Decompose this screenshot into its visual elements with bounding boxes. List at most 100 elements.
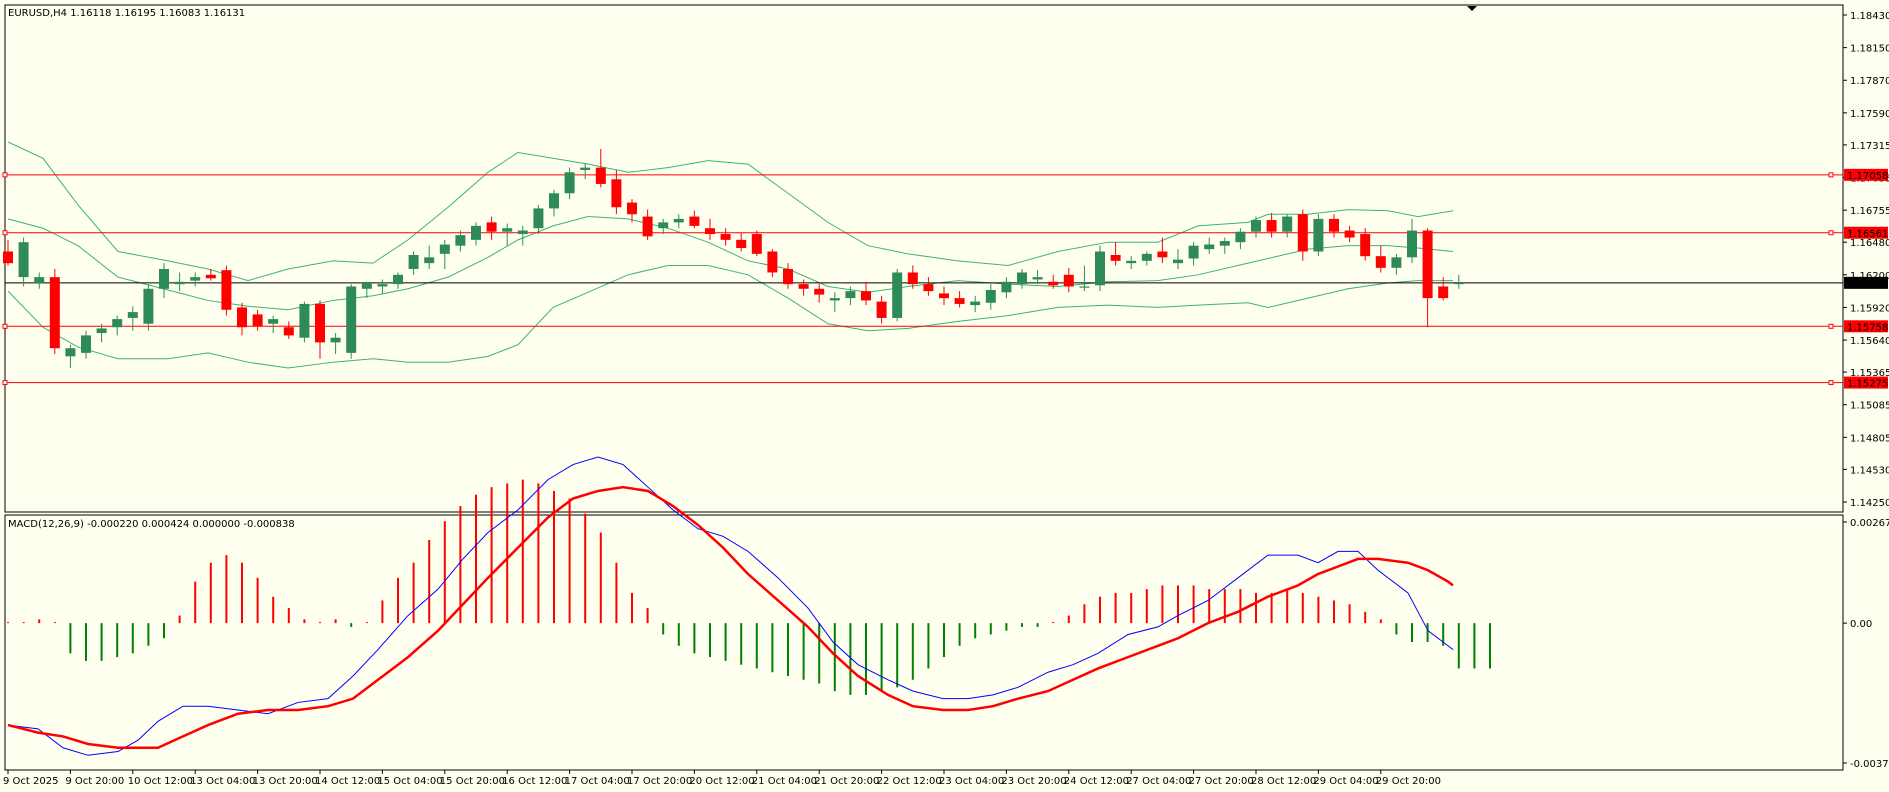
level-handle-right[interactable]	[1828, 380, 1834, 386]
price-axis-label: 1.14250	[1850, 498, 1889, 509]
candle-body	[221, 270, 232, 310]
candle-body	[1391, 257, 1402, 268]
time-axis-label: 10 Oct 12:00	[128, 776, 193, 787]
candle-body	[564, 172, 575, 194]
candle-body	[346, 286, 357, 353]
candle-body	[627, 202, 637, 215]
candle-body	[127, 312, 138, 318]
candle-body	[1157, 251, 1168, 258]
candle-body	[892, 272, 903, 318]
candle-body	[3, 251, 13, 264]
level-handle-left[interactable]	[2, 172, 8, 178]
chart-shift-marker-icon[interactable]	[1467, 6, 1477, 11]
time-axis-label: 13 Oct 20:00	[253, 776, 318, 787]
candle-body	[642, 216, 653, 237]
candle-body	[330, 337, 341, 343]
candle-body	[1063, 274, 1074, 287]
candle-body	[1032, 277, 1043, 280]
candle-body	[439, 244, 450, 254]
candle-body	[159, 268, 169, 289]
price-axis-label: 1.14805	[1850, 433, 1889, 444]
level-price-label: 1.15275	[1847, 379, 1888, 390]
candle-body	[65, 348, 76, 357]
candle-body	[1344, 230, 1355, 238]
candle-body	[1297, 214, 1308, 252]
candle-body	[502, 228, 513, 232]
candle-body	[673, 218, 684, 223]
time-axis-label: 16 Oct 12:00	[502, 776, 567, 787]
bollinger-middle-line	[7, 216, 1454, 311]
candle-body	[190, 277, 201, 281]
candle-body	[252, 314, 263, 327]
time-axis-label: 20 Oct 12:00	[689, 776, 754, 787]
candle-body	[1188, 245, 1199, 259]
symbol-header: EURUSD,H4 1.16118 1.16195 1.16083 1.1613…	[8, 8, 245, 19]
candle-body	[283, 327, 294, 336]
candle-body	[1266, 220, 1277, 232]
level-price-tag	[1844, 168, 1888, 181]
candle-body	[1251, 220, 1261, 232]
time-axis-label: 9 Oct 20:00	[65, 776, 124, 787]
candle-body	[907, 272, 918, 285]
candle-body	[1001, 281, 1012, 293]
candle-body	[954, 298, 965, 304]
time-axis-label: 23 Oct 04:00	[939, 776, 1004, 787]
candle-body	[315, 303, 325, 343]
time-axis-label: 23 Oct 20:00	[1001, 776, 1066, 787]
candle-body	[143, 288, 154, 324]
candle-body	[1173, 259, 1183, 264]
time-axis-label: 27 Oct 04:00	[1126, 776, 1191, 787]
candle-body	[1095, 251, 1105, 286]
time-axis-label: 28 Oct 12:00	[1251, 776, 1316, 787]
candle-body	[1375, 256, 1386, 268]
level-handle-right[interactable]	[1828, 323, 1834, 329]
macd-axis-label: 0.00	[1850, 619, 1872, 630]
candle-body	[49, 277, 60, 349]
time-axis-label: 21 Oct 04:00	[752, 776, 817, 787]
price-axis-label: 1.15085	[1850, 401, 1889, 412]
candle-body	[829, 298, 840, 301]
candle-body	[486, 222, 497, 232]
candle-body	[174, 281, 185, 285]
level-handle-left[interactable]	[2, 380, 8, 386]
price-axis-label: 1.18150	[1850, 44, 1889, 55]
current-price-label: 1.16131	[1847, 279, 1888, 290]
candle-body	[1204, 244, 1215, 250]
candle-body	[736, 239, 747, 249]
candle-body	[268, 319, 279, 324]
time-axis-label: 27 Oct 20:00	[1189, 776, 1254, 787]
price-axis-label: 1.15640	[1850, 336, 1889, 347]
candle-body	[18, 242, 29, 278]
candle-body	[1235, 231, 1246, 243]
candle-body	[1329, 218, 1339, 232]
macd-signal-line	[7, 485, 1454, 749]
candle-body	[424, 257, 435, 264]
level-handle-right[interactable]	[1828, 172, 1834, 178]
time-axis-label: 29 Oct 20:00	[1376, 776, 1441, 787]
candle-body	[939, 293, 949, 299]
price-axis-label: 1.16480	[1850, 238, 1889, 249]
level-handle-right[interactable]	[1828, 230, 1834, 236]
candle-body	[96, 328, 107, 334]
time-axis-label: 22 Oct 12:00	[877, 776, 942, 787]
candle-body	[658, 222, 669, 229]
candle-body	[814, 288, 825, 295]
candle-body	[767, 251, 778, 273]
level-price-label: 1.16561	[1847, 229, 1888, 240]
candle-body	[237, 307, 247, 328]
level-handle-left[interactable]	[2, 323, 8, 329]
candle-body	[471, 225, 481, 240]
time-axis-label: 13 Oct 04:00	[190, 776, 255, 787]
candle-body	[1219, 241, 1230, 246]
candle-body	[705, 228, 715, 235]
candle-body	[595, 167, 606, 184]
level-handle-left[interactable]	[2, 230, 8, 236]
macd-pane-frame	[4, 514, 1844, 771]
candle-body	[689, 216, 700, 226]
bollinger-upper-line	[7, 141, 1454, 282]
level-price-tag	[1844, 376, 1888, 389]
candle-body	[751, 234, 762, 254]
candle-body	[299, 303, 310, 338]
